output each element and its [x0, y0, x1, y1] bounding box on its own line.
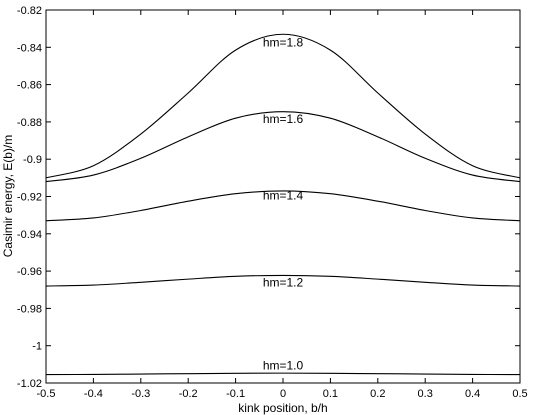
series-label: hm=1.2	[263, 275, 304, 289]
y-tick-label: -0.96	[17, 266, 42, 278]
x-tick-label: 0.5	[512, 388, 527, 400]
series-label: hm=1.8	[263, 36, 304, 50]
y-tick-label: -0.82	[17, 5, 42, 17]
y-axis-label: Casimir energy, E(b)/m	[1, 135, 15, 257]
series-line-hm-1-2	[45, 274, 521, 287]
series-label: hm=1.0	[263, 358, 304, 372]
y-tick-label: -0.84	[17, 42, 42, 54]
labels-layer: -0.5 -0.4 -0.3 -0.2 -0.1 0 0.1 0.2 0.3 0.4 0.5 -0.8…	[17, 5, 528, 400]
x-tick-label: 0.4	[465, 388, 480, 400]
x-tick-label: -0.5	[37, 388, 56, 400]
series-line-hm-1-8	[45, 33, 521, 179]
x-tick-label: -0.4	[84, 388, 103, 400]
plot-frame	[45, 9, 521, 384]
y-tick-label: -1.02	[17, 378, 42, 390]
y-tick-label: -0.98	[17, 303, 42, 315]
y-tick-label: -0.86	[17, 80, 42, 92]
x-tick-label: -0.2	[179, 388, 198, 400]
series-line-hm-1-6	[45, 111, 521, 183]
x-tick-label: 0	[280, 388, 286, 400]
y-tick-label: -0.9	[23, 154, 42, 166]
series-line-hm-1-4	[45, 190, 521, 222]
x-tick-label: -0.1	[226, 388, 245, 400]
y-tick-label: -0.92	[17, 192, 42, 204]
x-tick-label: -0.3	[131, 388, 150, 400]
y-tick-label: -0.94	[17, 229, 42, 241]
series-label: hm=1.4	[263, 189, 304, 203]
curves-layer	[45, 33, 521, 376]
series-line-hm-1-0	[45, 372, 521, 376]
y-tick-label: -1	[32, 341, 42, 353]
x-tick-label: 0.2	[370, 388, 385, 400]
x-tick-label: 0.1	[323, 388, 338, 400]
x-tick-label: 0.3	[418, 388, 433, 400]
x-axis-label: kink position, b/h	[238, 401, 327, 415]
y-tick-label: -0.88	[17, 117, 42, 129]
series-label: hm=1.6	[263, 112, 304, 126]
